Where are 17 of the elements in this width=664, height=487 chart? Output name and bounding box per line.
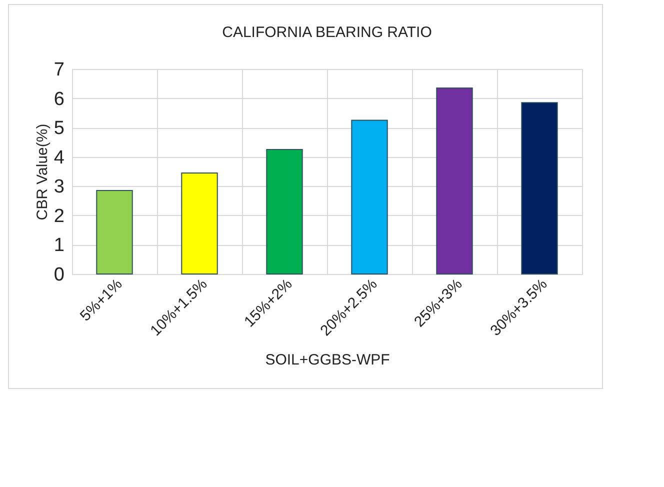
y-tick-label: 7 xyxy=(54,60,64,80)
y-tick-label: 4 xyxy=(54,147,65,168)
bar xyxy=(266,149,303,274)
y-tick-label: 0 xyxy=(54,264,64,286)
y-tick-label: 5 xyxy=(54,118,64,140)
bar xyxy=(521,102,558,274)
bar xyxy=(181,172,218,274)
y-axis-title: CBR Value(%) xyxy=(34,124,51,220)
y-tick-label: 3 xyxy=(54,176,64,198)
y-tick-label: 2 xyxy=(54,206,64,227)
bar xyxy=(436,88,473,274)
y-tick-label: 6 xyxy=(54,88,64,110)
bar xyxy=(96,190,133,274)
x-axis-title: SOIL+GGBS-WPF xyxy=(265,352,390,369)
y-tick-label: 1 xyxy=(54,235,64,256)
bar xyxy=(351,120,388,274)
chart-title: CALIFORNIA BEARING RATIO xyxy=(222,24,432,41)
